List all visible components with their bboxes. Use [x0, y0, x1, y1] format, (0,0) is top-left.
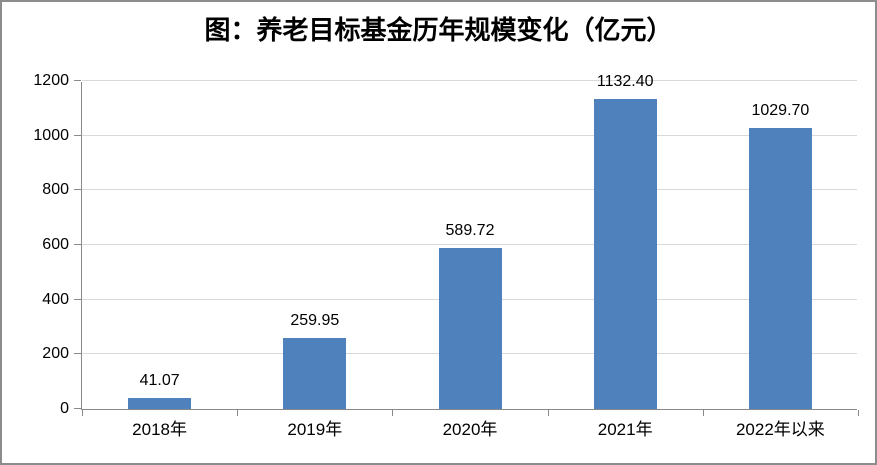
x-axis-tick: [703, 410, 704, 416]
x-axis-category-label: 2020年: [442, 420, 498, 439]
y-axis-tick-label: 1000: [33, 126, 69, 144]
x-axis-category-label: 2019年: [287, 420, 343, 439]
x-axis-tick: [237, 410, 238, 416]
x-axis-category-label: 2018年: [132, 420, 188, 439]
y-axis-tick: [74, 298, 81, 300]
bar: [128, 398, 191, 409]
y-axis-tick-label: 200: [42, 345, 69, 363]
gridline: [82, 134, 857, 136]
x-axis-tick: [548, 410, 549, 416]
bar: [594, 99, 657, 409]
y-axis-tick: [74, 80, 81, 81]
y-axis-tick-label: 1200: [33, 72, 69, 89]
y-axis-tick: [74, 189, 81, 191]
x-axis-tick: [858, 410, 859, 416]
bar-value-label: 41.07: [139, 372, 180, 389]
x-axis-tick: [392, 410, 393, 416]
bar: [749, 128, 812, 409]
y-axis-tick-label: 800: [42, 181, 69, 199]
bar: [283, 338, 346, 409]
plot-area: 0 200 400 600 800 1000 1200 41.07 2018年 259.95 201…: [33, 72, 859, 439]
bar-value-label: 589.72: [445, 222, 495, 239]
y-axis-tick: [74, 244, 81, 245]
bar: [439, 248, 502, 409]
x-axis-tick: [82, 410, 83, 416]
bar-value-label: 259.95: [290, 312, 340, 329]
y-axis-tick: [74, 408, 81, 409]
gridline: [82, 189, 857, 191]
gridline: [82, 80, 857, 81]
y-axis-tick-label: 0: [60, 400, 69, 417]
bar-value-label: 1029.70: [751, 102, 810, 119]
y-axis-tick-label: 400: [42, 290, 69, 308]
bar-value-label: 1132.40: [596, 73, 654, 90]
y-axis-tick: [74, 134, 81, 136]
gridline: [82, 244, 857, 245]
x-axis-category-label: 2021年: [597, 420, 653, 439]
y-axis-tick: [74, 353, 81, 355]
chart-title: 图：养老目标基金历年规模变化（亿元）: [204, 16, 673, 46]
x-axis-category-label: 2022年以来: [735, 420, 825, 439]
y-axis-tick-label: 600: [42, 236, 69, 253]
